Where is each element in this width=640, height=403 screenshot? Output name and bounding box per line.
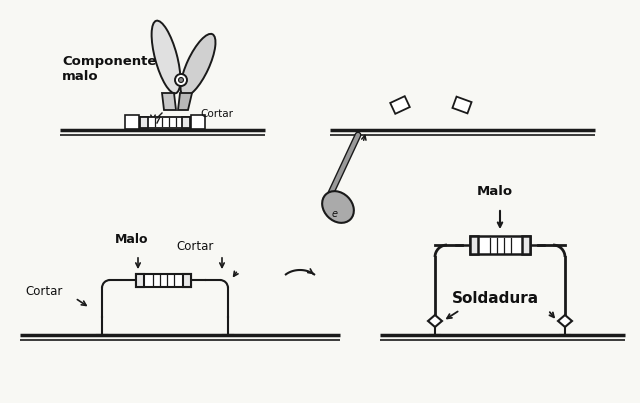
Bar (470, 236, 478, 254)
Bar (125, 115, 139, 129)
Bar (452, 97, 472, 113)
Bar (182, 116, 190, 127)
Ellipse shape (322, 191, 354, 223)
Text: Malo: Malo (477, 185, 513, 198)
Text: Cortar: Cortar (176, 240, 213, 253)
Circle shape (175, 74, 187, 86)
Text: Cortar: Cortar (200, 109, 233, 119)
Bar (136, 274, 143, 287)
Text: Malo: Malo (115, 233, 148, 246)
Bar (136, 274, 191, 287)
Text: e: e (332, 209, 338, 219)
Bar (191, 115, 205, 129)
Ellipse shape (152, 21, 180, 93)
Polygon shape (558, 315, 572, 327)
Ellipse shape (180, 34, 216, 96)
Bar (522, 236, 530, 254)
Text: Componente
malo: Componente malo (62, 55, 156, 83)
Bar (140, 116, 190, 127)
Bar (182, 274, 191, 287)
Text: Cortar: Cortar (25, 285, 62, 298)
Circle shape (179, 77, 184, 83)
Bar (140, 116, 148, 127)
Text: Soldadura: Soldadura (452, 291, 539, 306)
Polygon shape (162, 93, 176, 110)
Bar (470, 236, 530, 254)
Polygon shape (428, 315, 442, 327)
Bar (390, 96, 410, 114)
Polygon shape (178, 93, 192, 110)
